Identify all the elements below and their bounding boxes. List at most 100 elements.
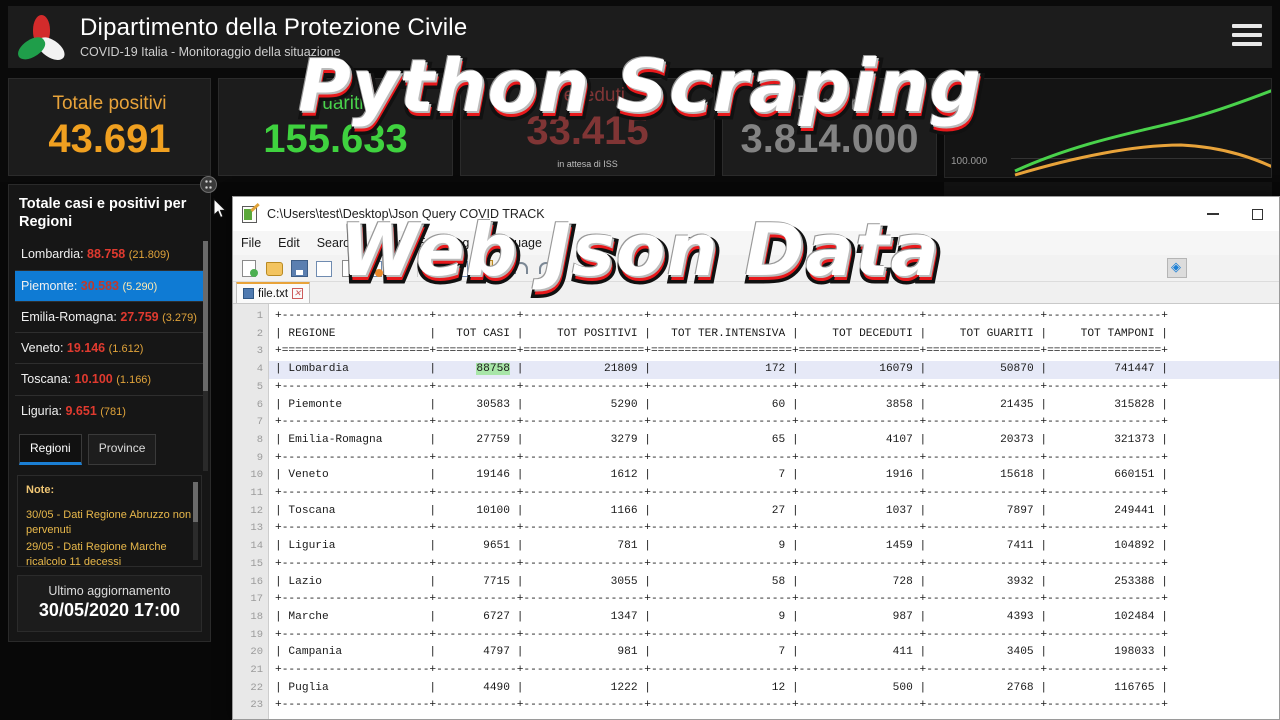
line-number: 2 [256,327,263,340]
paste-icon[interactable] [475,258,496,279]
minimize-icon[interactable] [1191,197,1235,231]
region-total: 19.146 [66,341,106,356]
line-number: 10 [250,469,263,482]
table-row: | Campania | 4797 | 981 | 7 | 411 | 3405… [275,646,1168,659]
maximize-icon[interactable] [1235,197,1279,231]
redo-icon[interactable] [536,258,557,279]
menu-bar: File Edit Search View Encoding Language [233,231,1279,255]
tab-label: file.txt [258,287,289,300]
line-number: 21 [250,664,263,677]
editor-body: 1 2 3 4 5 6 7 8 9 10 11 12 13 14 15 16 17 18 19 20 21 22 23 +-… [233,304,1279,719]
trend-lines [1014,89,1271,177]
macro-playback-icon[interactable] [1167,258,1187,278]
line-number: 4 [256,363,263,376]
stat-value: 3.814.000 [740,116,919,161]
menu-item-search[interactable]: Search [316,236,357,250]
table-rule: +----------------------+------------+---… [275,664,1168,677]
table-rule: +----------------------+------------+---… [275,593,1168,606]
region-name: Emilia-Romagna [21,309,114,324]
toolbar-divider [503,259,504,277]
open-file-icon[interactable] [264,258,285,279]
stat-card-totale-positivi: Totale positivi 43.691 [8,78,211,176]
region-total: 88.758 [87,247,126,262]
sidebar-tabs: Regioni Province [9,426,210,466]
region-row-piemonte[interactable]: Piemonte: 30.583 (5.290) [15,269,204,301]
region-row-emilia-romagna[interactable]: Emilia-Romagna: 27.759 (3.279) [15,300,204,332]
note-line-2: 29/05 - Dati Regione Marche ricalcolo 11… [26,540,167,568]
editor-text-area[interactable]: +----------------------+------------+---… [269,304,1279,719]
table-rule: +----------------------+------------+---… [275,487,1168,500]
line-number: 3 [256,345,263,358]
close-file-icon[interactable] [339,258,360,279]
notes-scrollbar[interactable] [193,482,198,561]
save-all-icon[interactable] [314,258,335,279]
menu-item-file[interactable]: File [241,236,262,250]
line-number: 8 [256,433,263,446]
saved-file-icon [243,288,254,299]
notepadpp-titlebar[interactable]: C:\Users\test\Desktop\Json Query COVID T… [233,197,1279,231]
table-row: | Piemonte | 30583 | 5290 | 60 | 3858 | … [275,398,1168,411]
last-update-panel: Ultimo aggiornamento 30/05/2020 17:00 [17,575,202,633]
table-row: | Toscana | 10100 | 1166 | 27 | 1037 | 7… [275,504,1168,517]
region-name: Liguria [21,403,59,418]
tab-regioni[interactable]: Regioni [19,434,82,466]
line-number: 23 [250,699,263,712]
protezione-civile-logo-icon [14,13,69,65]
line-number: 5 [256,380,263,393]
copy-icon[interactable] [450,258,471,279]
dashboard-title: Dipartimento della Protezione Civile [80,14,468,42]
close-tab-icon[interactable]: ✕ [292,288,304,299]
dashboard-header: Dipartimento della Protezione Civile COV… [8,6,1272,68]
save-icon[interactable] [289,258,310,279]
region-row-liguria[interactable]: Liguria: 9.651 (781) [15,394,204,426]
notepadpp-window: C:\Users\test\Desktop\Json Query COVID T… [232,196,1280,720]
table-rule: +----------------------+------------+---… [275,557,1168,570]
tab-province[interactable]: Province [87,434,157,466]
stat-label: Totale positivi [52,92,167,114]
table-rule: +----------------------+------------+---… [275,451,1168,464]
menu-item-encoding[interactable]: Encoding [417,236,470,250]
table-row: | Lazio | 7715 | 3055 | 58 | 728 | 3932 … [275,575,1168,588]
region-positives: (3.279) [162,311,197,324]
table-rule: +----------------------+------------+---… [275,416,1168,429]
print-icon[interactable] [389,258,410,279]
region-name: Toscana [21,372,68,387]
region-row-toscana[interactable]: Toscana: 10.100 (1.166) [15,363,204,394]
region-positives: (5.290) [122,280,158,293]
regions-list-scrollbar[interactable] [203,241,208,471]
table-row: | Emilia-Romagna | 27759 | 3279 | 65 | 4… [275,433,1168,446]
line-number: 19 [250,628,263,641]
stat-card-guariti: Guariti 155.633 [218,78,453,176]
region-total: 9.651 [65,403,97,418]
table-rule: +----------------------+------------+---… [275,380,1168,393]
toolbar-divider [417,259,418,277]
drag-handle-icon[interactable] [200,176,217,193]
region-row-veneto[interactable]: Veneto: 19.146 (1.612) [15,332,204,363]
stat-label: Tamponi [793,92,866,114]
menu-item-language[interactable]: Language [486,236,542,250]
undo-icon[interactable] [511,258,532,279]
hamburger-icon[interactable] [1232,24,1262,46]
region-total: 30.583 [80,278,119,293]
stat-note: in attesa di ISS [557,158,618,169]
cut-icon[interactable] [425,258,446,279]
line-number: 13 [250,522,263,535]
line-number: 22 [250,681,263,694]
notes-heading: Note: [26,484,55,497]
table-rule: +----------------------+------------+---… [275,699,1168,712]
sidebar-title: Totale casi e positivi per Regioni [19,196,187,231]
new-file-icon[interactable] [239,258,260,279]
menu-item-edit[interactable]: Edit [278,236,300,250]
document-tab-file-txt[interactable]: file.txt ✕ [236,281,311,303]
region-row-lombardia[interactable]: Lombardia: 88.758 (21.809) [21,247,170,262]
close-all-icon[interactable] [364,258,385,279]
stat-card-tamponi: Tamponi 3.814.000 [722,78,937,176]
stat-label: Deceduti [550,84,625,106]
menu-item-view[interactable]: View [373,236,401,250]
region-positives: (1.166) [116,374,152,387]
line-number: 20 [250,646,263,659]
text-selection: 88758 [476,363,510,376]
regions-list[interactable]: Lombardia: 88.758 (21.809) Piemonte: 30.… [9,239,210,426]
last-update-label: Ultimo aggiornamento [48,584,171,599]
note-line-1: 30/05 - Dati Regione Abruzzo non pervenu… [26,509,192,536]
